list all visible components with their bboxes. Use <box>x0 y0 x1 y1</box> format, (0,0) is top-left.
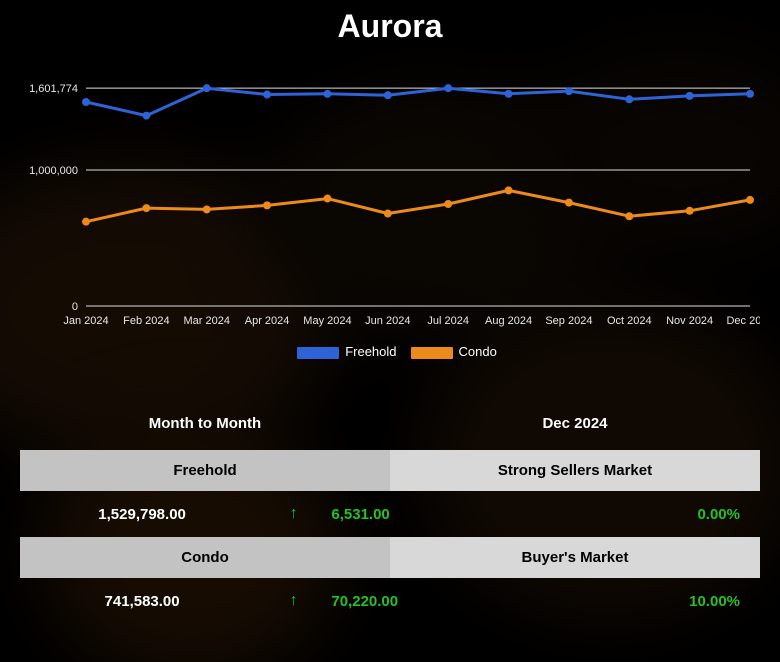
svg-text:0: 0 <box>72 301 78 313</box>
svg-text:1,000,000: 1,000,000 <box>29 165 78 177</box>
stats-abs-change: 70,220.00 <box>323 593 553 610</box>
arrow-up-icon: ↑ <box>264 592 323 610</box>
svg-text:Jan 2024: Jan 2024 <box>63 315 108 327</box>
legend-label: Condo <box>459 344 497 359</box>
stats-pct-change: 10.00% <box>553 593 760 610</box>
arrow-up-icon: ↑ <box>264 505 323 523</box>
stats-pct-change: 0.00% <box>553 506 760 523</box>
price-chart: 0 1,000,000 1,601,774 Jan 2024 Feb 2024 Mar 2… <box>20 58 760 368</box>
svg-text:Jun 2024: Jun 2024 <box>365 315 410 327</box>
stats-band-right: Buyer's Market <box>390 537 760 578</box>
stats-price: 1,529,798.00 <box>20 506 264 523</box>
price-chart-svg: 0 1,000,000 1,601,774 Jan 2024 Feb 2024 Mar 2… <box>20 58 760 368</box>
stats-band-left: Condo <box>20 537 390 578</box>
svg-text:Jul 2024: Jul 2024 <box>427 315 469 327</box>
svg-text:Dec 2024: Dec 2024 <box>726 315 760 327</box>
svg-text:Aug 2024: Aug 2024 <box>485 315 532 327</box>
svg-text:Nov 2024: Nov 2024 <box>666 315 713 327</box>
svg-text:May 2024: May 2024 <box>303 315 351 327</box>
stats-band: CondoBuyer's Market <box>20 537 760 578</box>
svg-text:Oct 2024: Oct 2024 <box>607 315 652 327</box>
stage: Aurora 0 1,000,000 1,601,774 Jan 2024 Feb 20… <box>0 0 780 662</box>
stats-header-left: Month to Month <box>20 415 390 432</box>
chart-legend: Freehold Condo <box>20 344 760 359</box>
svg-text:Apr 2024: Apr 2024 <box>245 315 290 327</box>
legend-label: Freehold <box>345 344 396 359</box>
svg-text:Feb 2024: Feb 2024 <box>123 315 169 327</box>
svg-text:1,601,774: 1,601,774 <box>29 83 78 95</box>
stats-band-right: Strong Sellers Market <box>390 450 760 491</box>
stats-band-left: Freehold <box>20 450 390 491</box>
legend-swatch <box>297 347 339 359</box>
stats-data-row: 741,583.00↑70,220.0010.00% <box>20 578 760 624</box>
page-title: Aurora <box>0 8 780 45</box>
legend-swatch <box>411 347 453 359</box>
stats-abs-change: 6,531.00 <box>323 506 553 523</box>
stats-table: Month to Month Dec 2024 FreeholdStrong S… <box>20 405 760 624</box>
stats-header: Month to Month Dec 2024 <box>20 405 760 450</box>
stats-band: FreeholdStrong Sellers Market <box>20 450 760 491</box>
stats-header-right: Dec 2024 <box>390 415 760 432</box>
svg-text:Mar 2024: Mar 2024 <box>183 315 229 327</box>
svg-text:Sep 2024: Sep 2024 <box>545 315 592 327</box>
stats-price: 741,583.00 <box>20 593 264 610</box>
stats-data-row: 1,529,798.00↑6,531.000.00% <box>20 491 760 537</box>
